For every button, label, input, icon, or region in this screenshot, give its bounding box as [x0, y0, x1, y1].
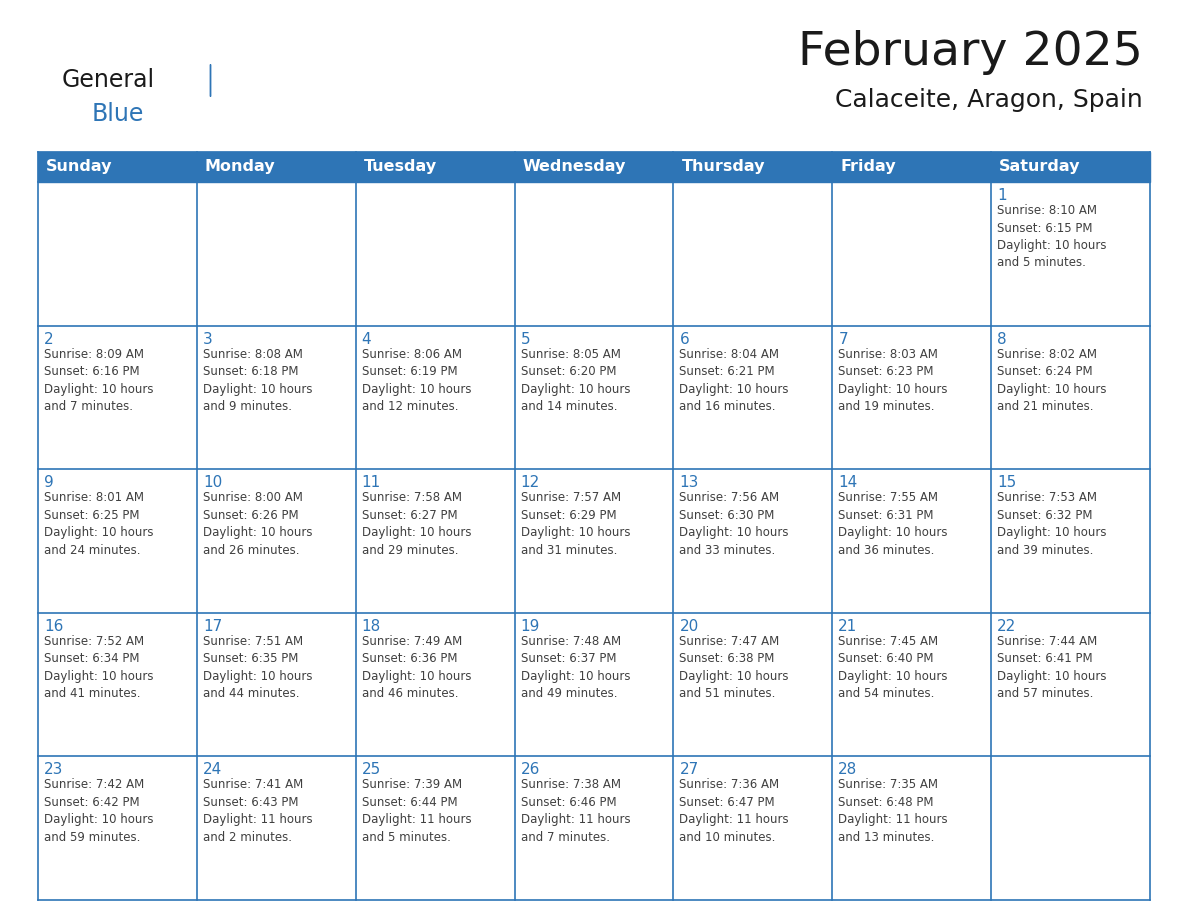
Text: 13: 13: [680, 476, 699, 490]
Text: Sunrise: 8:04 AM
Sunset: 6:21 PM
Daylight: 10 hours
and 16 minutes.: Sunrise: 8:04 AM Sunset: 6:21 PM Dayligh…: [680, 348, 789, 413]
Text: 8: 8: [997, 331, 1006, 347]
Text: Sunrise: 7:51 AM
Sunset: 6:35 PM
Daylight: 10 hours
and 44 minutes.: Sunrise: 7:51 AM Sunset: 6:35 PM Dayligh…: [203, 635, 312, 700]
Text: Sunrise: 7:41 AM
Sunset: 6:43 PM
Daylight: 11 hours
and 2 minutes.: Sunrise: 7:41 AM Sunset: 6:43 PM Dayligh…: [203, 778, 312, 844]
Text: 24: 24: [203, 763, 222, 778]
Text: Wednesday: Wednesday: [523, 160, 626, 174]
Text: 28: 28: [839, 763, 858, 778]
Text: Sunrise: 8:01 AM
Sunset: 6:25 PM
Daylight: 10 hours
and 24 minutes.: Sunrise: 8:01 AM Sunset: 6:25 PM Dayligh…: [44, 491, 153, 556]
Text: Sunrise: 7:57 AM
Sunset: 6:29 PM
Daylight: 10 hours
and 31 minutes.: Sunrise: 7:57 AM Sunset: 6:29 PM Dayligh…: [520, 491, 630, 556]
Text: Sunrise: 7:56 AM
Sunset: 6:30 PM
Daylight: 10 hours
and 33 minutes.: Sunrise: 7:56 AM Sunset: 6:30 PM Dayligh…: [680, 491, 789, 556]
Text: 10: 10: [203, 476, 222, 490]
Text: 5: 5: [520, 331, 530, 347]
Text: Sunrise: 7:52 AM
Sunset: 6:34 PM
Daylight: 10 hours
and 41 minutes.: Sunrise: 7:52 AM Sunset: 6:34 PM Dayligh…: [44, 635, 153, 700]
Text: 27: 27: [680, 763, 699, 778]
Text: 17: 17: [203, 619, 222, 633]
Text: 21: 21: [839, 619, 858, 633]
Text: 7: 7: [839, 331, 848, 347]
Text: February 2025: February 2025: [798, 30, 1143, 75]
Text: 20: 20: [680, 619, 699, 633]
Text: Sunrise: 7:47 AM
Sunset: 6:38 PM
Daylight: 10 hours
and 51 minutes.: Sunrise: 7:47 AM Sunset: 6:38 PM Dayligh…: [680, 635, 789, 700]
Text: Sunrise: 7:58 AM
Sunset: 6:27 PM
Daylight: 10 hours
and 29 minutes.: Sunrise: 7:58 AM Sunset: 6:27 PM Dayligh…: [361, 491, 472, 556]
Text: Sunrise: 7:48 AM
Sunset: 6:37 PM
Daylight: 10 hours
and 49 minutes.: Sunrise: 7:48 AM Sunset: 6:37 PM Dayligh…: [520, 635, 630, 700]
Text: 3: 3: [203, 331, 213, 347]
Bar: [38, 152, 1150, 182]
Text: 2: 2: [44, 331, 53, 347]
Text: Sunrise: 8:03 AM
Sunset: 6:23 PM
Daylight: 10 hours
and 19 minutes.: Sunrise: 8:03 AM Sunset: 6:23 PM Dayligh…: [839, 348, 948, 413]
Text: 11: 11: [361, 476, 381, 490]
Text: 14: 14: [839, 476, 858, 490]
Text: 9: 9: [44, 476, 53, 490]
Text: Sunrise: 7:39 AM
Sunset: 6:44 PM
Daylight: 11 hours
and 5 minutes.: Sunrise: 7:39 AM Sunset: 6:44 PM Dayligh…: [361, 778, 472, 844]
Text: 22: 22: [997, 619, 1017, 633]
Text: 23: 23: [44, 763, 63, 778]
Text: Sunrise: 7:35 AM
Sunset: 6:48 PM
Daylight: 11 hours
and 13 minutes.: Sunrise: 7:35 AM Sunset: 6:48 PM Dayligh…: [839, 778, 948, 844]
Text: Sunrise: 7:49 AM
Sunset: 6:36 PM
Daylight: 10 hours
and 46 minutes.: Sunrise: 7:49 AM Sunset: 6:36 PM Dayligh…: [361, 635, 472, 700]
Text: Thursday: Thursday: [682, 160, 765, 174]
Text: 19: 19: [520, 619, 541, 633]
Text: Tuesday: Tuesday: [364, 160, 437, 174]
Text: 16: 16: [44, 619, 63, 633]
Text: Sunrise: 7:53 AM
Sunset: 6:32 PM
Daylight: 10 hours
and 39 minutes.: Sunrise: 7:53 AM Sunset: 6:32 PM Dayligh…: [997, 491, 1107, 556]
Text: Friday: Friday: [840, 160, 896, 174]
Text: Sunrise: 8:05 AM
Sunset: 6:20 PM
Daylight: 10 hours
and 14 minutes.: Sunrise: 8:05 AM Sunset: 6:20 PM Dayligh…: [520, 348, 630, 413]
Text: Sunrise: 8:02 AM
Sunset: 6:24 PM
Daylight: 10 hours
and 21 minutes.: Sunrise: 8:02 AM Sunset: 6:24 PM Dayligh…: [997, 348, 1107, 413]
Text: 4: 4: [361, 331, 372, 347]
Text: Sunrise: 8:09 AM
Sunset: 6:16 PM
Daylight: 10 hours
and 7 minutes.: Sunrise: 8:09 AM Sunset: 6:16 PM Dayligh…: [44, 348, 153, 413]
Text: Sunrise: 8:06 AM
Sunset: 6:19 PM
Daylight: 10 hours
and 12 minutes.: Sunrise: 8:06 AM Sunset: 6:19 PM Dayligh…: [361, 348, 472, 413]
Text: Calaceite, Aragon, Spain: Calaceite, Aragon, Spain: [835, 88, 1143, 112]
Text: Sunrise: 7:55 AM
Sunset: 6:31 PM
Daylight: 10 hours
and 36 minutes.: Sunrise: 7:55 AM Sunset: 6:31 PM Dayligh…: [839, 491, 948, 556]
Text: General: General: [62, 68, 156, 92]
Text: Sunrise: 8:08 AM
Sunset: 6:18 PM
Daylight: 10 hours
and 9 minutes.: Sunrise: 8:08 AM Sunset: 6:18 PM Dayligh…: [203, 348, 312, 413]
Text: 12: 12: [520, 476, 539, 490]
Text: Blue: Blue: [91, 102, 145, 126]
Text: Sunrise: 7:42 AM
Sunset: 6:42 PM
Daylight: 10 hours
and 59 minutes.: Sunrise: 7:42 AM Sunset: 6:42 PM Dayligh…: [44, 778, 153, 844]
Text: 25: 25: [361, 763, 381, 778]
Text: Sunrise: 7:38 AM
Sunset: 6:46 PM
Daylight: 11 hours
and 7 minutes.: Sunrise: 7:38 AM Sunset: 6:46 PM Dayligh…: [520, 778, 630, 844]
Text: 26: 26: [520, 763, 541, 778]
Text: 18: 18: [361, 619, 381, 633]
Text: 6: 6: [680, 331, 689, 347]
Text: Sunrise: 7:36 AM
Sunset: 6:47 PM
Daylight: 11 hours
and 10 minutes.: Sunrise: 7:36 AM Sunset: 6:47 PM Dayligh…: [680, 778, 789, 844]
Text: 1: 1: [997, 188, 1006, 203]
Text: Monday: Monday: [204, 160, 276, 174]
Text: 15: 15: [997, 476, 1017, 490]
Text: Sunrise: 8:10 AM
Sunset: 6:15 PM
Daylight: 10 hours
and 5 minutes.: Sunrise: 8:10 AM Sunset: 6:15 PM Dayligh…: [997, 204, 1107, 270]
Text: Sunrise: 7:44 AM
Sunset: 6:41 PM
Daylight: 10 hours
and 57 minutes.: Sunrise: 7:44 AM Sunset: 6:41 PM Dayligh…: [997, 635, 1107, 700]
Text: Sunrise: 8:00 AM
Sunset: 6:26 PM
Daylight: 10 hours
and 26 minutes.: Sunrise: 8:00 AM Sunset: 6:26 PM Dayligh…: [203, 491, 312, 556]
Text: Sunrise: 7:45 AM
Sunset: 6:40 PM
Daylight: 10 hours
and 54 minutes.: Sunrise: 7:45 AM Sunset: 6:40 PM Dayligh…: [839, 635, 948, 700]
Text: Sunday: Sunday: [46, 160, 113, 174]
Text: Saturday: Saturday: [999, 160, 1081, 174]
